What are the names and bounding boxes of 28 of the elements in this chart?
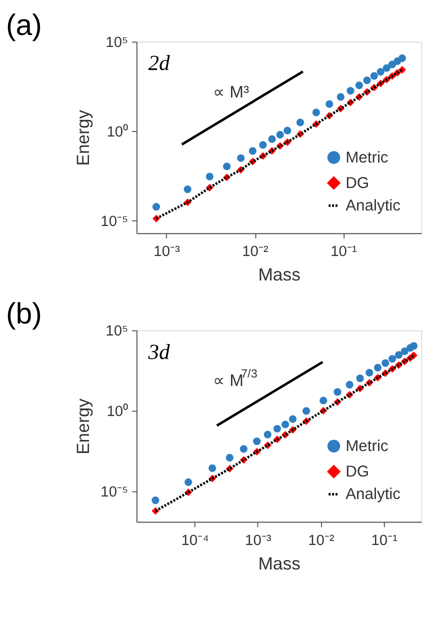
x-tick-label: 10⁻³ [245,532,272,549]
annotation: 2d [148,51,170,76]
y-axis-title: Energy [72,398,93,454]
x-tick-label: 10⁻² [242,244,268,260]
y-axis-title: Energy [72,110,93,166]
y-tick-label: 10⁻⁵ [100,214,128,230]
legend-label: Analytic [346,486,401,504]
legend-label: DG [346,174,370,192]
y-tick-label: 10⁰ [106,402,128,420]
chart-title: (b) [6,297,42,330]
x-axis-title: Mass [258,264,301,285]
y-tick-label: 10⁵ [106,35,128,52]
x-tick-label: 10⁻¹ [330,244,357,260]
x-tick-label: 10⁻⁴ [181,532,209,549]
x-tick-label: 10⁻³ [154,244,180,260]
x-tick-label: 10⁻² [308,532,334,549]
legend-label: Metric [346,438,388,456]
chart-title: (a) [6,8,42,42]
legend-label: Analytic [346,198,401,215]
x-tick-label: 10⁻¹ [371,532,398,549]
x-axis-title: Mass [258,553,301,574]
annotation: ∝ M³ [213,82,250,102]
annotation: 3d [147,340,170,364]
y-tick-label: 10⁻⁵ [100,484,128,500]
y-tick-label: 10⁵ [106,324,128,340]
y-tick-label: 10⁰ [106,124,128,141]
legend-label: DG [346,464,370,481]
legend-label: Metric [346,149,388,166]
